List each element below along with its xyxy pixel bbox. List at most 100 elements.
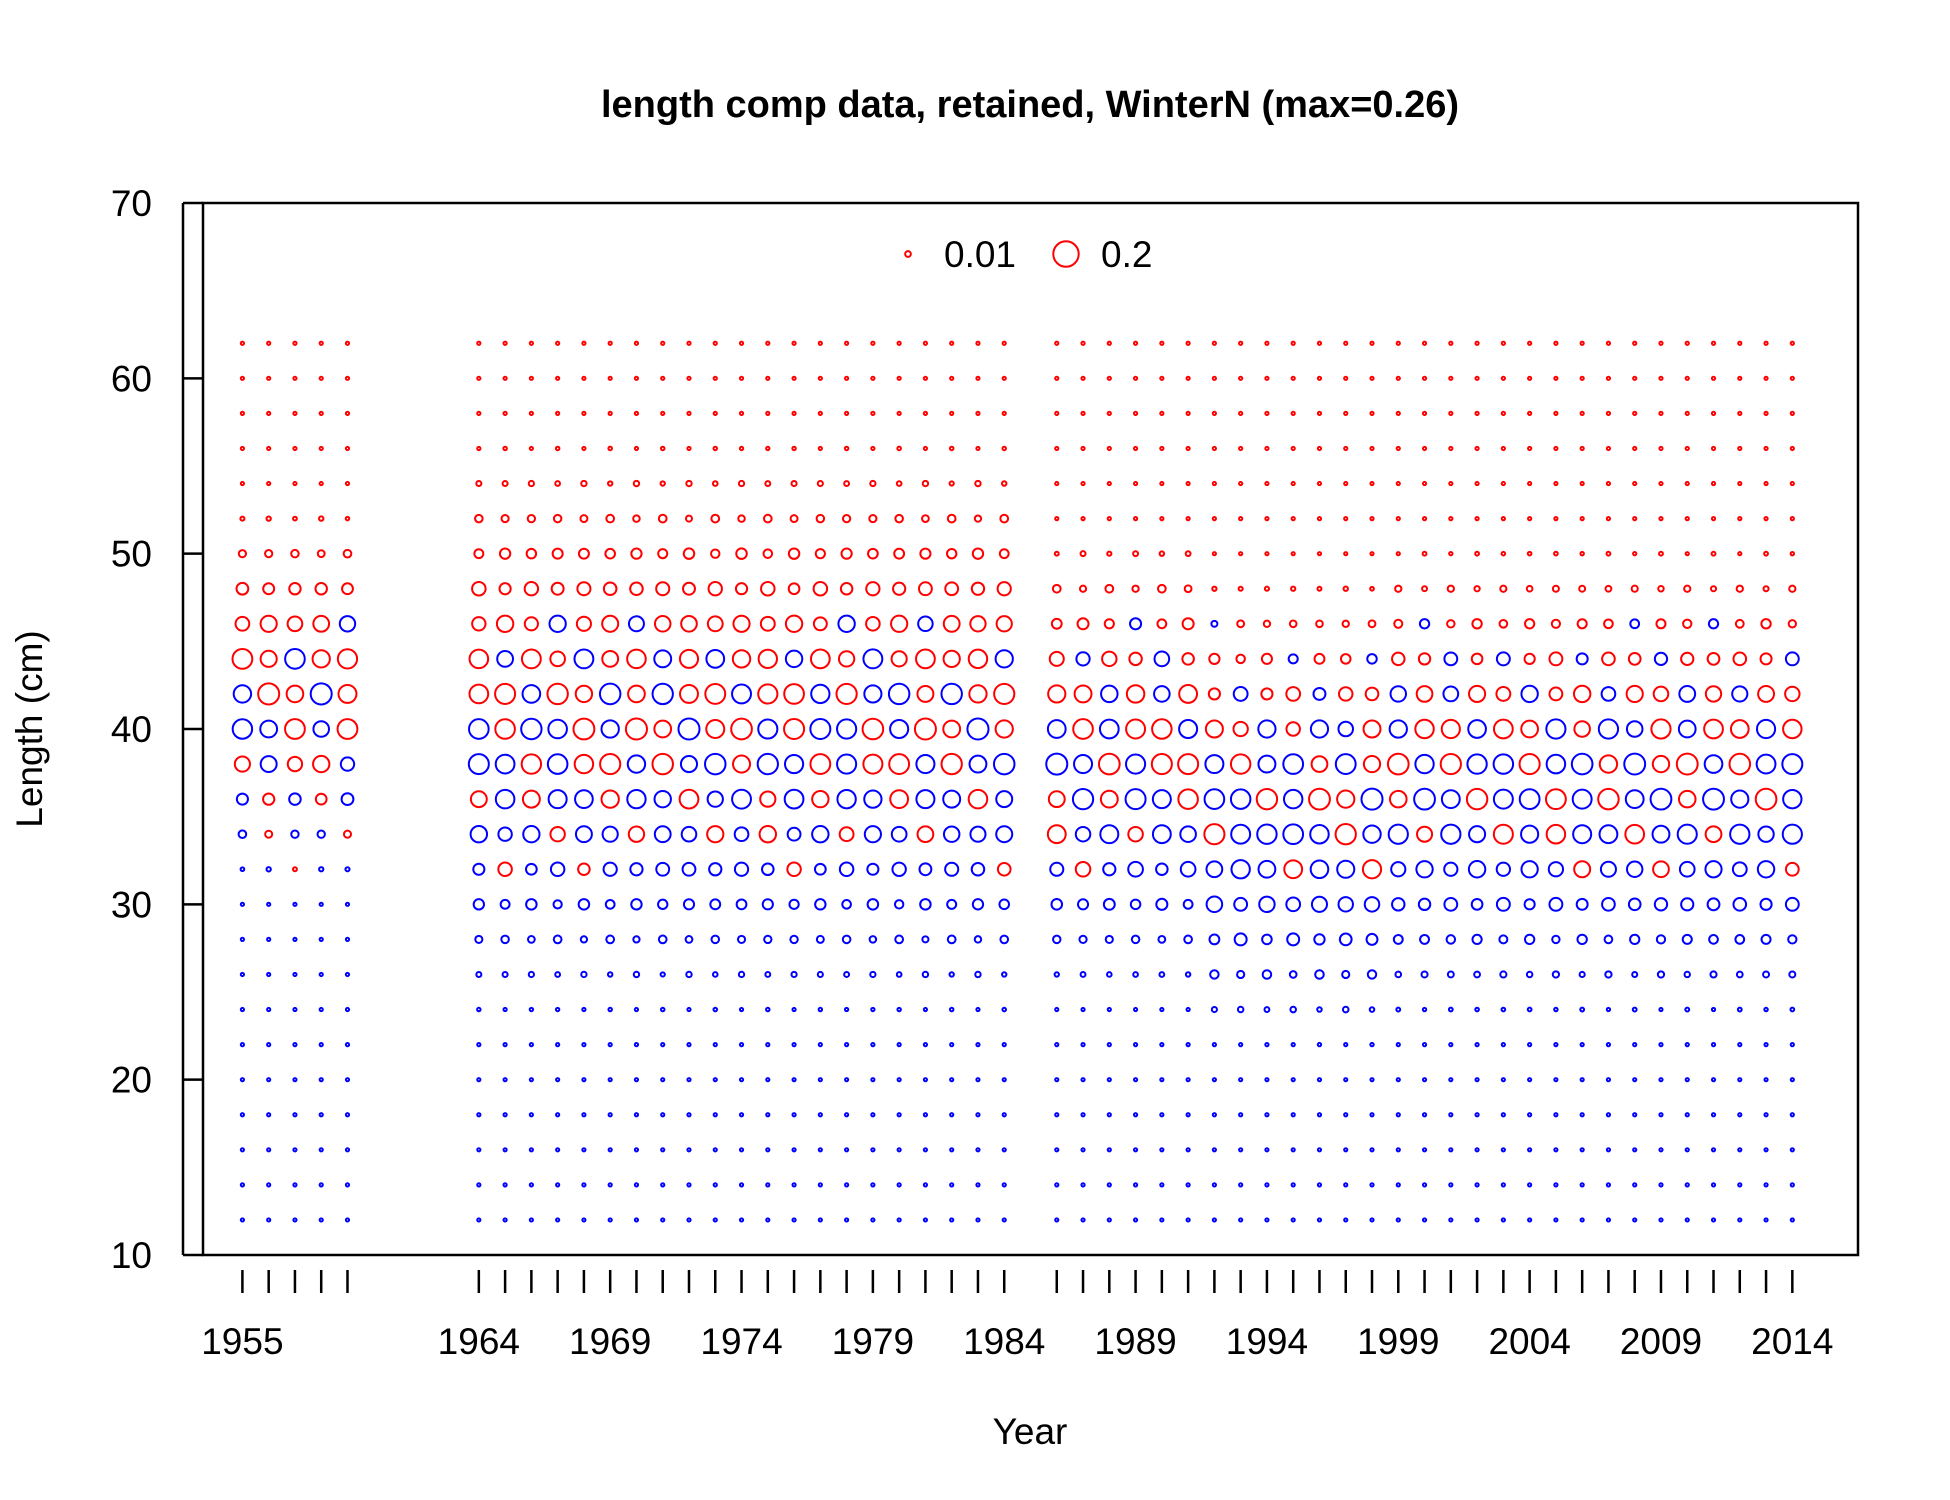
bubble	[1737, 480, 1743, 487]
bubble	[1211, 551, 1217, 557]
bubble	[574, 825, 593, 844]
bubble	[607, 1006, 613, 1013]
bubble	[1527, 375, 1533, 381]
bubble	[1290, 585, 1297, 592]
bubble	[573, 753, 595, 775]
bubble	[1099, 824, 1120, 845]
bubble	[970, 581, 986, 596]
bubble	[1789, 1217, 1795, 1223]
bubble	[1316, 1077, 1323, 1083]
bubble	[1763, 1182, 1769, 1188]
bubble	[917, 581, 933, 597]
plot-area-frame	[201, 201, 1860, 1257]
bubble	[239, 936, 246, 943]
bubble	[1448, 375, 1454, 381]
bubble	[1605, 1112, 1612, 1118]
bubble	[789, 514, 799, 524]
bubble-layer	[231, 340, 1804, 1223]
bubble	[555, 1077, 561, 1083]
bubble	[1395, 551, 1401, 557]
bubble	[896, 1006, 902, 1013]
bubble	[870, 1217, 876, 1223]
bubble	[1104, 583, 1115, 594]
bubble	[629, 862, 644, 877]
bubble	[1710, 550, 1717, 557]
bubble	[1001, 1077, 1007, 1083]
bubble	[1001, 1042, 1007, 1048]
bubble	[262, 792, 276, 806]
bubble	[1545, 823, 1567, 845]
bubble	[705, 719, 726, 739]
bubble	[1763, 516, 1769, 522]
bubble	[1576, 933, 1588, 946]
bubble	[1185, 340, 1191, 346]
bubble	[896, 1077, 902, 1083]
bubble	[604, 547, 616, 560]
bubble	[231, 718, 254, 740]
bubble	[1527, 480, 1533, 487]
bubble	[973, 935, 983, 944]
bubble	[1288, 619, 1298, 629]
bubble	[554, 480, 562, 487]
bubble	[1364, 686, 1380, 702]
bubble	[975, 1006, 981, 1013]
bubble	[1784, 685, 1801, 703]
bubble	[949, 1042, 955, 1048]
bubble	[945, 547, 958, 560]
bubble	[1448, 516, 1454, 522]
bubble	[318, 1006, 324, 1013]
bubble	[1334, 823, 1357, 846]
bubble	[574, 684, 594, 704]
bubble	[1238, 1077, 1244, 1083]
bubble	[1257, 754, 1277, 774]
bubble	[712, 1042, 718, 1048]
bubble	[1757, 825, 1775, 843]
bubble	[1755, 753, 1777, 775]
bubble	[1233, 896, 1249, 912]
bubble	[1553, 375, 1559, 381]
bubble	[817, 1077, 823, 1083]
bubble	[500, 934, 510, 945]
bubble	[968, 754, 988, 774]
bubble	[1054, 1217, 1060, 1223]
bubble	[469, 824, 489, 844]
bubble	[1548, 686, 1564, 702]
bubble	[318, 901, 324, 907]
bubble	[1737, 1112, 1743, 1118]
bubble	[1286, 932, 1301, 947]
bubble	[581, 1182, 587, 1188]
bubble	[651, 752, 674, 776]
bubble	[1158, 550, 1166, 557]
bubble	[922, 410, 929, 416]
bubble	[1369, 340, 1375, 346]
bubble	[1737, 1042, 1743, 1048]
bubble	[1500, 340, 1506, 346]
bubble	[1395, 1112, 1401, 1118]
bubble	[581, 1217, 587, 1223]
bubble	[1500, 1217, 1506, 1223]
bubble	[600, 719, 620, 739]
bubble	[1098, 718, 1120, 740]
bubble	[547, 718, 568, 740]
bubble	[494, 718, 516, 740]
bubble	[738, 340, 745, 346]
y-tick-label: 50	[111, 534, 152, 575]
bubble	[1159, 1217, 1165, 1223]
bubble	[1499, 970, 1508, 979]
bubble	[555, 1042, 561, 1048]
bubble	[1737, 445, 1743, 452]
bubble	[1238, 516, 1244, 522]
bubble	[815, 934, 825, 944]
bubble	[1208, 652, 1221, 665]
bubble	[318, 1147, 324, 1153]
bubble	[1262, 619, 1272, 628]
bubble	[1492, 753, 1515, 775]
bubble	[837, 650, 856, 668]
bubble	[318, 445, 324, 452]
bubble	[1787, 619, 1797, 629]
bubble	[1548, 896, 1564, 912]
bubble	[527, 970, 535, 979]
bubble	[1261, 969, 1273, 980]
bubble	[1737, 410, 1743, 416]
